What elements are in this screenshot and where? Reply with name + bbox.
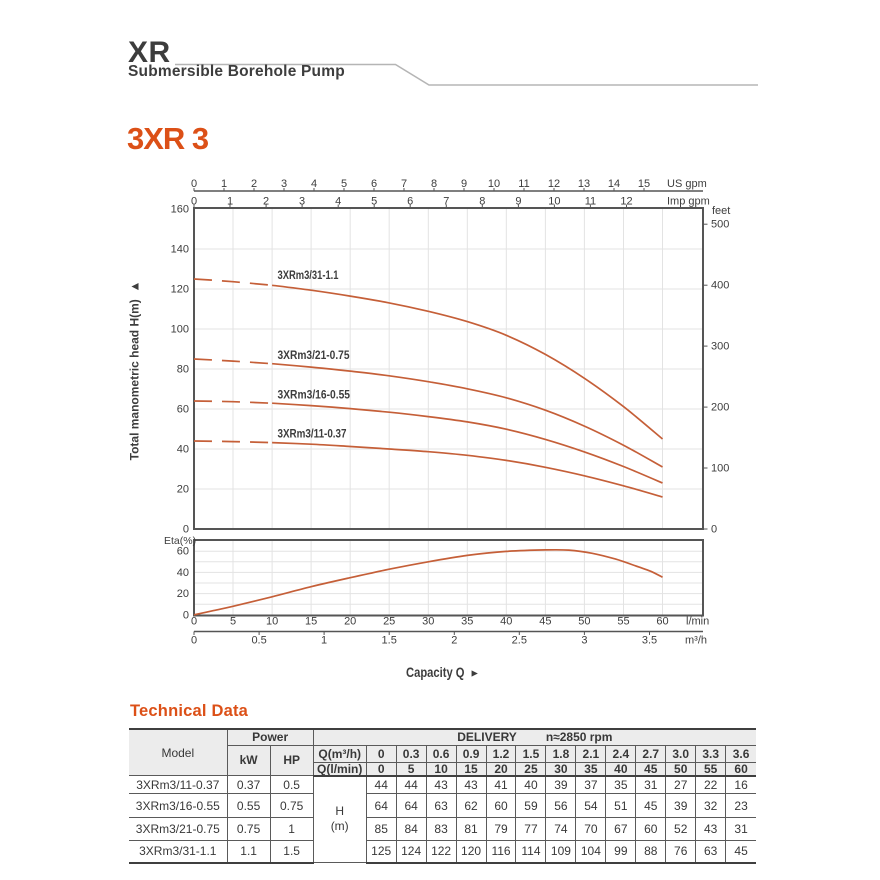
svg-text:3.5: 3.5: [642, 635, 657, 647]
svg-text:5: 5: [230, 616, 236, 628]
svg-text:160: 160: [171, 204, 189, 216]
svg-text:50: 50: [578, 616, 590, 628]
svg-text:55: 55: [617, 616, 629, 628]
svg-text:0: 0: [191, 178, 197, 190]
svg-text:0: 0: [711, 524, 717, 536]
svg-text:25: 25: [383, 616, 395, 628]
svg-text:0: 0: [183, 524, 189, 536]
svg-text:40: 40: [177, 444, 189, 456]
svg-text:80: 80: [177, 364, 189, 376]
svg-text:Imp gpm: Imp gpm: [667, 196, 710, 208]
svg-text:5: 5: [341, 178, 347, 190]
svg-text:3XRm3/16-0.55: 3XRm3/16-0.55: [278, 388, 351, 402]
svg-text:15: 15: [305, 616, 317, 628]
svg-text:1: 1: [221, 178, 227, 190]
svg-text:120: 120: [171, 284, 189, 296]
svg-text:2.5: 2.5: [512, 635, 527, 647]
svg-text:1: 1: [321, 635, 327, 647]
svg-text:60: 60: [177, 404, 189, 416]
svg-text:400: 400: [711, 280, 729, 292]
svg-text:5: 5: [371, 196, 377, 208]
svg-text:20: 20: [344, 616, 356, 628]
svg-text:10: 10: [488, 178, 500, 190]
svg-text:Capacity Q: Capacity Q: [406, 664, 465, 680]
svg-text:Total manometric head H(m) ▲: Total manometric head H(m) ▲: [128, 281, 142, 461]
svg-text:10: 10: [548, 196, 560, 208]
svg-text:0: 0: [191, 635, 197, 647]
svg-text:35: 35: [461, 616, 473, 628]
svg-text:60: 60: [177, 546, 189, 558]
svg-text:4: 4: [335, 196, 341, 208]
svg-text:40: 40: [500, 616, 512, 628]
svg-text:3: 3: [281, 178, 287, 190]
svg-text:30: 30: [422, 616, 434, 628]
svg-text:1.5: 1.5: [382, 635, 397, 647]
svg-text:14: 14: [608, 178, 620, 190]
svg-text:►: ►: [470, 668, 480, 680]
svg-text:3XRm3/21-0.75: 3XRm3/21-0.75: [278, 348, 350, 362]
svg-text:Eta(%): Eta(%): [164, 535, 196, 547]
svg-text:8: 8: [431, 178, 437, 190]
svg-text:11: 11: [518, 178, 529, 190]
svg-text:100: 100: [711, 463, 729, 475]
svg-text:feet: feet: [712, 205, 730, 217]
svg-text:9: 9: [515, 196, 521, 208]
svg-text:40: 40: [177, 567, 189, 579]
svg-text:13: 13: [578, 178, 590, 190]
svg-text:8: 8: [479, 196, 485, 208]
svg-text:100: 100: [171, 324, 189, 336]
svg-text:300: 300: [711, 341, 729, 353]
svg-text:7: 7: [401, 178, 407, 190]
svg-text:9: 9: [461, 178, 467, 190]
svg-text:10: 10: [266, 616, 278, 628]
svg-text:0: 0: [183, 609, 189, 621]
svg-text:2: 2: [263, 196, 269, 208]
svg-text:20: 20: [177, 588, 189, 600]
svg-text:6: 6: [371, 178, 377, 190]
svg-text:2: 2: [251, 178, 257, 190]
svg-text:3XRm3/11-0.37: 3XRm3/11-0.37: [278, 427, 347, 441]
svg-text:45: 45: [539, 616, 551, 628]
svg-text:US gpm: US gpm: [667, 178, 707, 190]
svg-text:l/min: l/min: [686, 616, 709, 628]
svg-text:60: 60: [656, 616, 668, 628]
svg-text:15: 15: [638, 178, 650, 190]
svg-text:m³/h: m³/h: [685, 635, 707, 647]
svg-text:7: 7: [443, 196, 449, 208]
svg-text:12: 12: [548, 178, 560, 190]
svg-text:0.5: 0.5: [251, 635, 266, 647]
svg-text:3XRm3/31-1.1: 3XRm3/31-1.1: [278, 268, 339, 282]
svg-text:0: 0: [191, 616, 197, 628]
svg-text:0: 0: [191, 196, 197, 208]
svg-text:12: 12: [620, 196, 632, 208]
svg-text:11: 11: [585, 196, 596, 208]
svg-text:3: 3: [299, 196, 305, 208]
svg-text:4: 4: [311, 178, 317, 190]
svg-text:6: 6: [407, 196, 413, 208]
svg-text:1: 1: [227, 196, 233, 208]
svg-text:200: 200: [711, 402, 729, 414]
svg-text:20: 20: [177, 484, 189, 496]
svg-text:3: 3: [581, 635, 587, 647]
svg-text:2: 2: [451, 635, 457, 647]
svg-text:140: 140: [171, 244, 189, 256]
svg-text:500: 500: [711, 219, 729, 231]
